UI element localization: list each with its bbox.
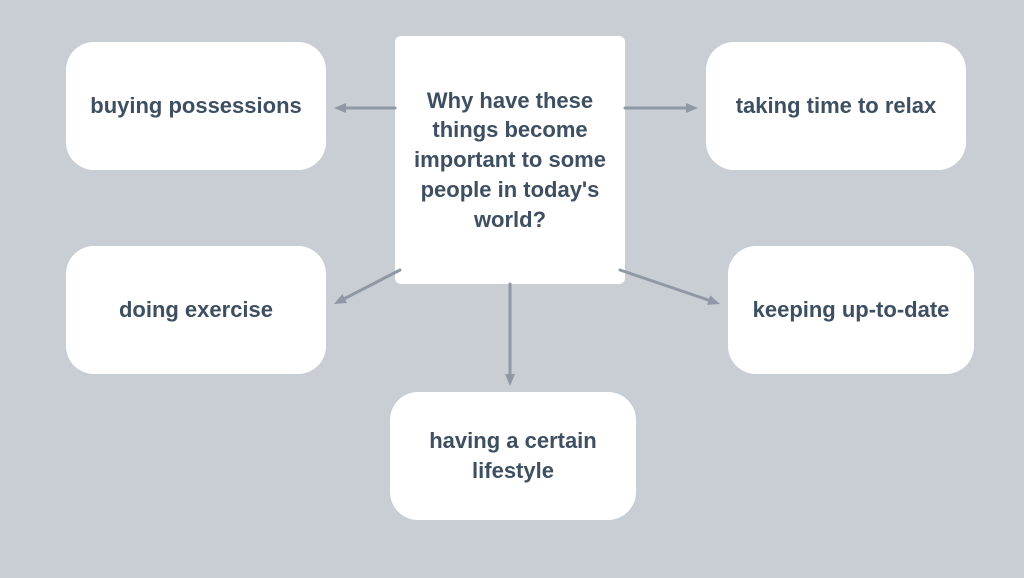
node-label: having a certain lifestyle: [408, 426, 618, 485]
node-label: doing exercise: [119, 295, 273, 325]
node-having-a-certain-lifestyle: having a certain lifestyle: [390, 392, 636, 520]
node-doing-exercise: doing exercise: [66, 246, 326, 374]
node-label: taking time to relax: [736, 91, 937, 121]
node-label: keeping up-to-date: [753, 295, 950, 325]
diagram-canvas: Why have these things become important t…: [0, 0, 1024, 578]
node-keeping-up-to-date: keeping up-to-date: [728, 246, 974, 374]
node-buying-possessions: buying possessions: [66, 42, 326, 170]
center-node: Why have these things become important t…: [395, 36, 625, 284]
center-node-label: Why have these things become important t…: [413, 86, 607, 234]
node-label: buying possessions: [90, 91, 302, 121]
node-taking-time-to-relax: taking time to relax: [706, 42, 966, 170]
